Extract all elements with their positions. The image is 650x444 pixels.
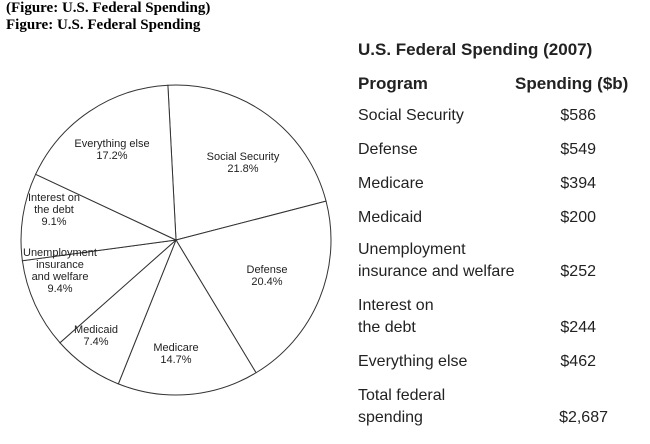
slice-label: Medicaid (74, 324, 118, 336)
pie-slice (20, 173, 178, 262)
table-header-program: Program (358, 74, 428, 93)
slice-label: 20.4% (251, 276, 282, 288)
slice-label: Interest on (28, 192, 80, 204)
table-row-program: Interest on (358, 297, 434, 314)
slice-label: 17.2% (96, 150, 127, 162)
slice-label: Defense (247, 264, 288, 276)
table-row-program: the debt (358, 319, 416, 336)
slice-label: 7.4% (83, 336, 108, 348)
slice-label: 21.8% (227, 163, 258, 175)
table-row-spending: $586 (560, 107, 596, 124)
slice-label: and welfare (32, 271, 89, 283)
table-row-program: spending (358, 409, 423, 426)
table-title: U.S. Federal Spending (2007) (358, 40, 593, 59)
table-row-spending: $244 (560, 319, 596, 336)
figure-caption-parenthetical: (Figure: U.S. Federal Spending) (6, 0, 211, 16)
pie-slice (175, 200, 332, 374)
slice-label: Everything else (74, 138, 149, 150)
table-row-program: Everything else (358, 353, 468, 370)
slice-label: 9.1% (41, 216, 66, 228)
table-row-spending: $200 (560, 209, 596, 226)
slice-label: Social Security (207, 151, 280, 163)
pie-slice (34, 84, 177, 241)
table-row-spending: $549 (560, 141, 596, 158)
table-row-program: Medicaid (358, 209, 423, 226)
table-row-spending: $462 (560, 353, 596, 370)
table-row-program: insurance and welfare (358, 263, 515, 280)
table-header-spending: Spending ($b) (515, 74, 629, 93)
pie-slice (117, 238, 257, 396)
slice-label: Medicare (153, 342, 198, 354)
table-row-program: Medicare (358, 175, 424, 192)
pie-slice (167, 84, 327, 241)
slice-label: insurance (36, 259, 84, 271)
table-row-program: Unemployment (358, 241, 466, 258)
pie-slice (21, 239, 178, 344)
table-row-program: Total federal (358, 387, 446, 404)
table-row-program: Defense (358, 141, 418, 158)
slice-label: the debt (34, 204, 74, 216)
figure-caption: Figure: U.S. Federal Spending (6, 17, 201, 33)
table-row-spending: $394 (560, 175, 596, 192)
slice-label: 9.4% (47, 283, 72, 295)
slice-label: 14.7% (160, 354, 191, 366)
slice-label: Unemployment (23, 247, 97, 259)
table-row-spending: $2,687 (559, 409, 608, 426)
table-row-program: Social Security (358, 107, 464, 124)
table-row-spending: $252 (560, 263, 596, 280)
